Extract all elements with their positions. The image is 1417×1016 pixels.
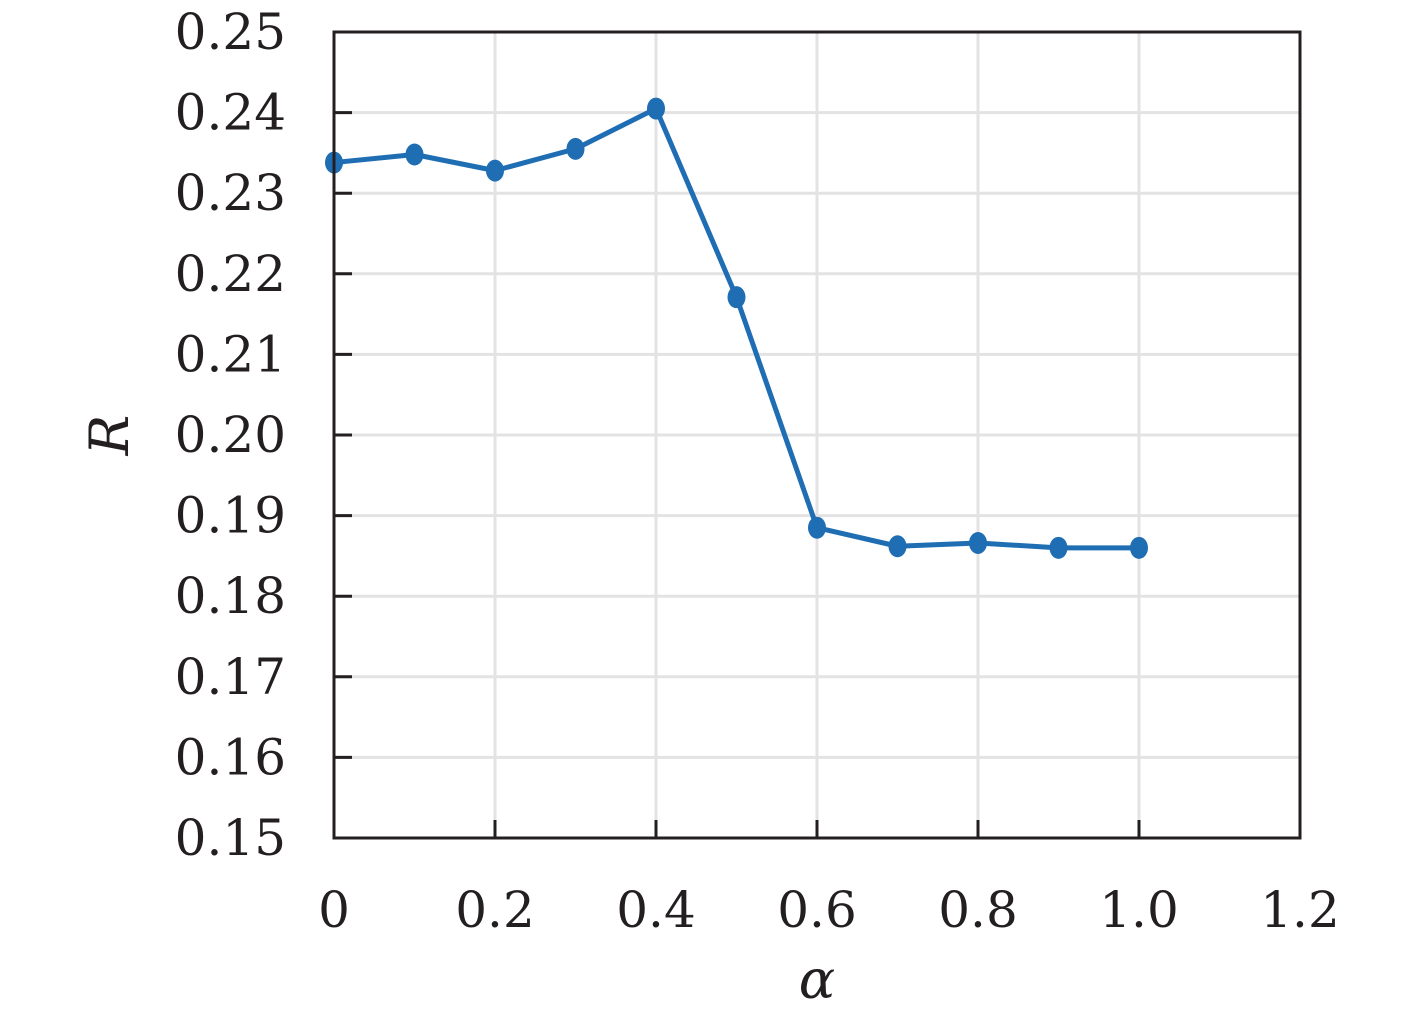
data-point bbox=[888, 535, 907, 558]
x-tick-label: 0.4 bbox=[616, 881, 696, 939]
data-point bbox=[969, 532, 987, 555]
x-tick-label: 0.6 bbox=[777, 881, 857, 939]
data-point bbox=[486, 159, 504, 182]
x-tick-label: 0.2 bbox=[455, 881, 535, 939]
data-point bbox=[1130, 536, 1148, 559]
y-tick-label: 0.17 bbox=[175, 648, 286, 706]
y-tick-label: 0.22 bbox=[175, 245, 286, 303]
data-point bbox=[647, 97, 665, 120]
y-axis-title: R bbox=[78, 415, 141, 457]
y-tick-label: 0.20 bbox=[175, 406, 286, 464]
x-tick-label: 1.0 bbox=[1099, 881, 1179, 939]
y-tick-label: 0.15 bbox=[175, 809, 286, 867]
data-point bbox=[727, 286, 746, 309]
y-tick-label: 0.23 bbox=[175, 164, 286, 222]
data-point bbox=[808, 516, 826, 539]
series-layer bbox=[325, 97, 1148, 559]
y-tick-label: 0.25 bbox=[175, 3, 286, 61]
ticks: 0.150.160.170.180.190.200.210.220.230.24… bbox=[175, 3, 1340, 939]
data-point bbox=[1049, 536, 1068, 559]
data-point bbox=[405, 143, 424, 166]
y-tick-label: 0.16 bbox=[175, 728, 286, 786]
y-tick-label: 0.18 bbox=[175, 567, 286, 625]
x-axis-title: α bbox=[799, 948, 835, 1011]
series-line bbox=[331, 106, 1142, 551]
y-tick-label: 0.24 bbox=[175, 84, 286, 142]
grid bbox=[334, 32, 1300, 838]
x-tick-label: 1.2 bbox=[1260, 881, 1340, 939]
y-tick-label: 0.21 bbox=[175, 325, 286, 383]
x-tick-label: 0.8 bbox=[938, 881, 1018, 939]
y-tick-label: 0.19 bbox=[175, 487, 286, 545]
data-point bbox=[566, 137, 585, 160]
x-tick-label: 0 bbox=[318, 881, 350, 939]
